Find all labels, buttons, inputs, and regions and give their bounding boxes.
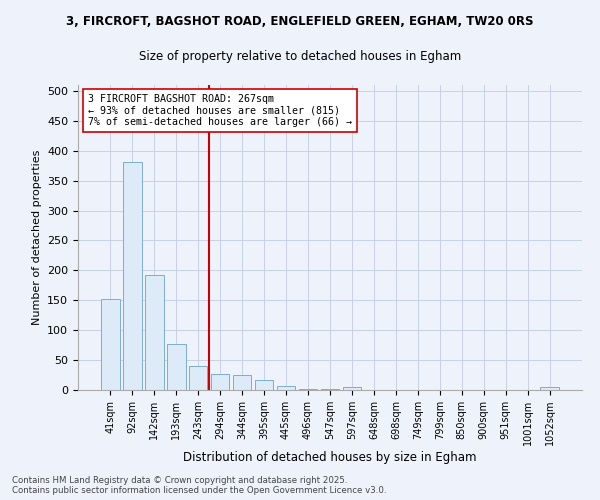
Bar xyxy=(233,375,251,390)
X-axis label: Distribution of detached houses by size in Egham: Distribution of detached houses by size … xyxy=(183,451,477,464)
Bar xyxy=(255,380,274,390)
Bar xyxy=(343,387,361,390)
Bar xyxy=(277,386,295,390)
Y-axis label: Number of detached properties: Number of detached properties xyxy=(32,150,41,325)
Text: Size of property relative to detached houses in Egham: Size of property relative to detached ho… xyxy=(139,50,461,63)
Bar xyxy=(541,387,559,390)
Bar xyxy=(145,275,164,390)
Bar xyxy=(101,299,119,390)
Text: 3 FIRCROFT BAGSHOT ROAD: 267sqm
← 93% of detached houses are smaller (815)
7% of: 3 FIRCROFT BAGSHOT ROAD: 267sqm ← 93% of… xyxy=(88,94,352,128)
Bar xyxy=(167,344,185,390)
Text: 3, FIRCROFT, BAGSHOT ROAD, ENGLEFIELD GREEN, EGHAM, TW20 0RS: 3, FIRCROFT, BAGSHOT ROAD, ENGLEFIELD GR… xyxy=(66,15,534,28)
Text: Contains HM Land Registry data © Crown copyright and database right 2025.
Contai: Contains HM Land Registry data © Crown c… xyxy=(12,476,386,495)
Bar xyxy=(189,366,208,390)
Bar xyxy=(211,374,229,390)
Bar xyxy=(123,162,142,390)
